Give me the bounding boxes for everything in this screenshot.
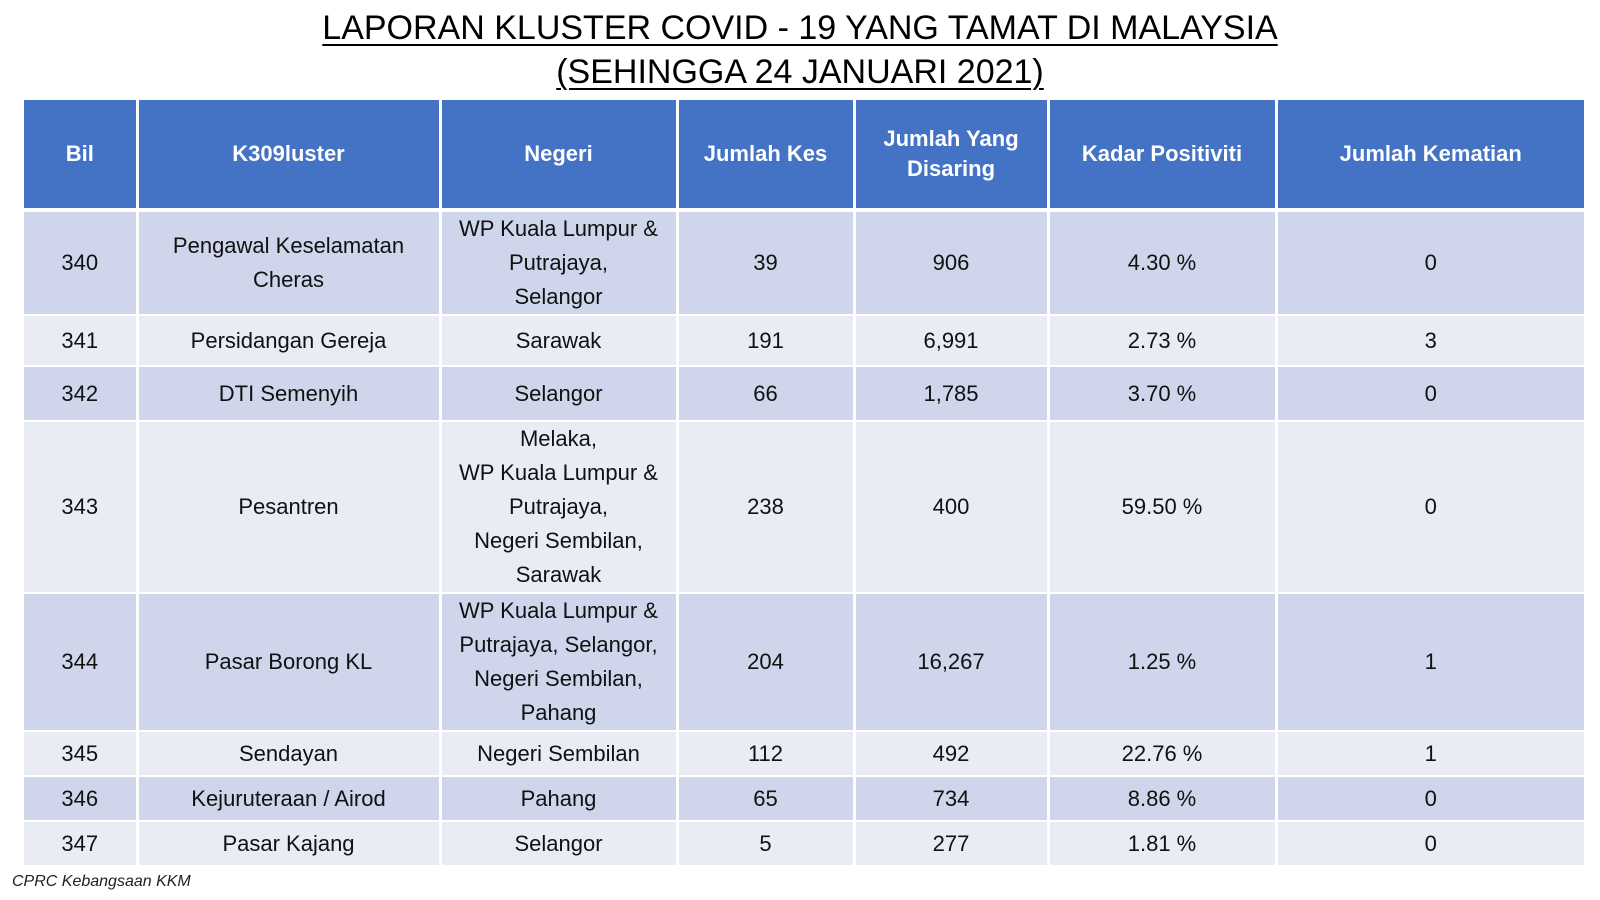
- header-kluster: K309luster: [137, 100, 442, 212]
- cell-jumlah-kes: 191: [677, 315, 856, 367]
- table-header-row: Bil K309luster Negeri Jumlah Kes Jumlah …: [24, 100, 1584, 212]
- cell-bil: 342: [24, 366, 139, 422]
- cell-bil: 343: [24, 421, 139, 594]
- cell-negeri: Selangor: [440, 821, 679, 867]
- cell-bil: 340: [24, 210, 139, 316]
- cluster-table: Bil K309luster Negeri Jumlah Kes Jumlah …: [24, 100, 1584, 867]
- cell-jumlah-kematian: 0: [1276, 776, 1584, 822]
- cell-negeri: Melaka, WP Kuala Lumpur & Putrajaya, Neg…: [440, 421, 679, 594]
- cell-kluster: Pesantren: [137, 421, 442, 594]
- cell-kluster: Pasar Kajang: [137, 821, 442, 867]
- cell-kadar-positiviti: 3.70 %: [1048, 366, 1278, 422]
- cell-jumlah-kes: 112: [677, 731, 856, 777]
- cell-jumlah-kematian: 3: [1276, 315, 1584, 367]
- header-jumlah-kes: Jumlah Kes: [677, 100, 856, 212]
- cell-jumlah-kes: 238: [677, 421, 856, 594]
- table-row: 341 Persidangan Gereja Sarawak 191 6,991…: [24, 315, 1584, 367]
- cell-negeri: Pahang: [440, 776, 679, 822]
- header-kadar-positiviti: Kadar Positiviti: [1048, 100, 1278, 212]
- cell-jumlah-kes: 5: [677, 821, 856, 867]
- table-row: 346 Kejuruteraan / Airod Pahang 65 734 8…: [24, 776, 1584, 822]
- header-bil: Bil: [24, 100, 139, 212]
- cell-negeri: Negeri Sembilan: [440, 731, 679, 777]
- cell-negeri: Sarawak: [440, 315, 679, 367]
- cell-kluster: Kejuruteraan / Airod: [137, 776, 442, 822]
- cell-jumlah-disaring: 277: [854, 821, 1050, 867]
- table-row: 345 Sendayan Negeri Sembilan 112 492 22.…: [24, 731, 1584, 777]
- cell-bil: 345: [24, 731, 139, 777]
- cell-jumlah-disaring: 6,991: [854, 315, 1050, 367]
- table-row: 342 DTI Semenyih Selangor 66 1,785 3.70 …: [24, 366, 1584, 422]
- cell-bil: 341: [24, 315, 139, 367]
- header-jumlah-kematian: Jumlah Kematian: [1276, 100, 1584, 212]
- cell-kadar-positiviti: 8.86 %: [1048, 776, 1278, 822]
- cell-jumlah-disaring: 492: [854, 731, 1050, 777]
- table-row: 340 Pengawal Keselamatan Cheras WP Kuala…: [24, 210, 1584, 316]
- cell-kadar-positiviti: 1.25 %: [1048, 593, 1278, 732]
- cell-jumlah-disaring: 734: [854, 776, 1050, 822]
- cell-bil: 344: [24, 593, 139, 732]
- cell-negeri: Selangor: [440, 366, 679, 422]
- cell-kadar-positiviti: 2.73 %: [1048, 315, 1278, 367]
- header-jumlah-disaring: Jumlah Yang Disaring: [854, 100, 1050, 212]
- cell-jumlah-kematian: 1: [1276, 731, 1584, 777]
- cell-jumlah-kematian: 0: [1276, 366, 1584, 422]
- title-line-2: (SEHINGGA 24 JANUARI 2021): [556, 53, 1044, 91]
- cell-negeri: WP Kuala Lumpur & Putrajaya, Selangor, N…: [440, 593, 679, 732]
- page-title: LAPORAN KLUSTER COVID - 19 YANG TAMAT DI…: [0, 6, 1600, 94]
- table-row: 343 Pesantren Melaka, WP Kuala Lumpur & …: [24, 421, 1584, 594]
- cell-kluster: Pengawal Keselamatan Cheras: [137, 210, 442, 316]
- cell-kluster: Persidangan Gereja: [137, 315, 442, 367]
- cell-kluster: DTI Semenyih: [137, 366, 442, 422]
- cell-jumlah-disaring: 906: [854, 210, 1050, 316]
- table-row: 347 Pasar Kajang Selangor 5 277 1.81 % 0: [24, 821, 1584, 867]
- cell-jumlah-kes: 66: [677, 366, 856, 422]
- cell-kadar-positiviti: 1.81 %: [1048, 821, 1278, 867]
- cell-negeri: WP Kuala Lumpur & Putrajaya, Selangor: [440, 210, 679, 316]
- cell-jumlah-kematian: 0: [1276, 421, 1584, 594]
- table-row: 344 Pasar Borong KL WP Kuala Lumpur & Pu…: [24, 593, 1584, 732]
- cell-kadar-positiviti: 22.76 %: [1048, 731, 1278, 777]
- cell-bil: 347: [24, 821, 139, 867]
- cell-jumlah-disaring: 16,267: [854, 593, 1050, 732]
- cell-jumlah-kematian: 0: [1276, 210, 1584, 316]
- cell-jumlah-kes: 39: [677, 210, 856, 316]
- cell-jumlah-kes: 204: [677, 593, 856, 732]
- cell-kadar-positiviti: 4.30 %: [1048, 210, 1278, 316]
- cluster-table-container: Bil K309luster Negeri Jumlah Kes Jumlah …: [24, 100, 1584, 867]
- cell-jumlah-disaring: 1,785: [854, 366, 1050, 422]
- cell-jumlah-disaring: 400: [854, 421, 1050, 594]
- cell-jumlah-kes: 65: [677, 776, 856, 822]
- cell-kluster: Pasar Borong KL: [137, 593, 442, 732]
- source-credit: CPRC Kebangsaan KKM: [12, 873, 191, 890]
- cell-bil: 346: [24, 776, 139, 822]
- cell-kluster: Sendayan: [137, 731, 442, 777]
- cell-jumlah-kematian: 1: [1276, 593, 1584, 732]
- cell-jumlah-kematian: 0: [1276, 821, 1584, 867]
- title-line-1: LAPORAN KLUSTER COVID - 19 YANG TAMAT DI…: [322, 9, 1278, 47]
- cell-kadar-positiviti: 59.50 %: [1048, 421, 1278, 594]
- header-negeri: Negeri: [440, 100, 679, 212]
